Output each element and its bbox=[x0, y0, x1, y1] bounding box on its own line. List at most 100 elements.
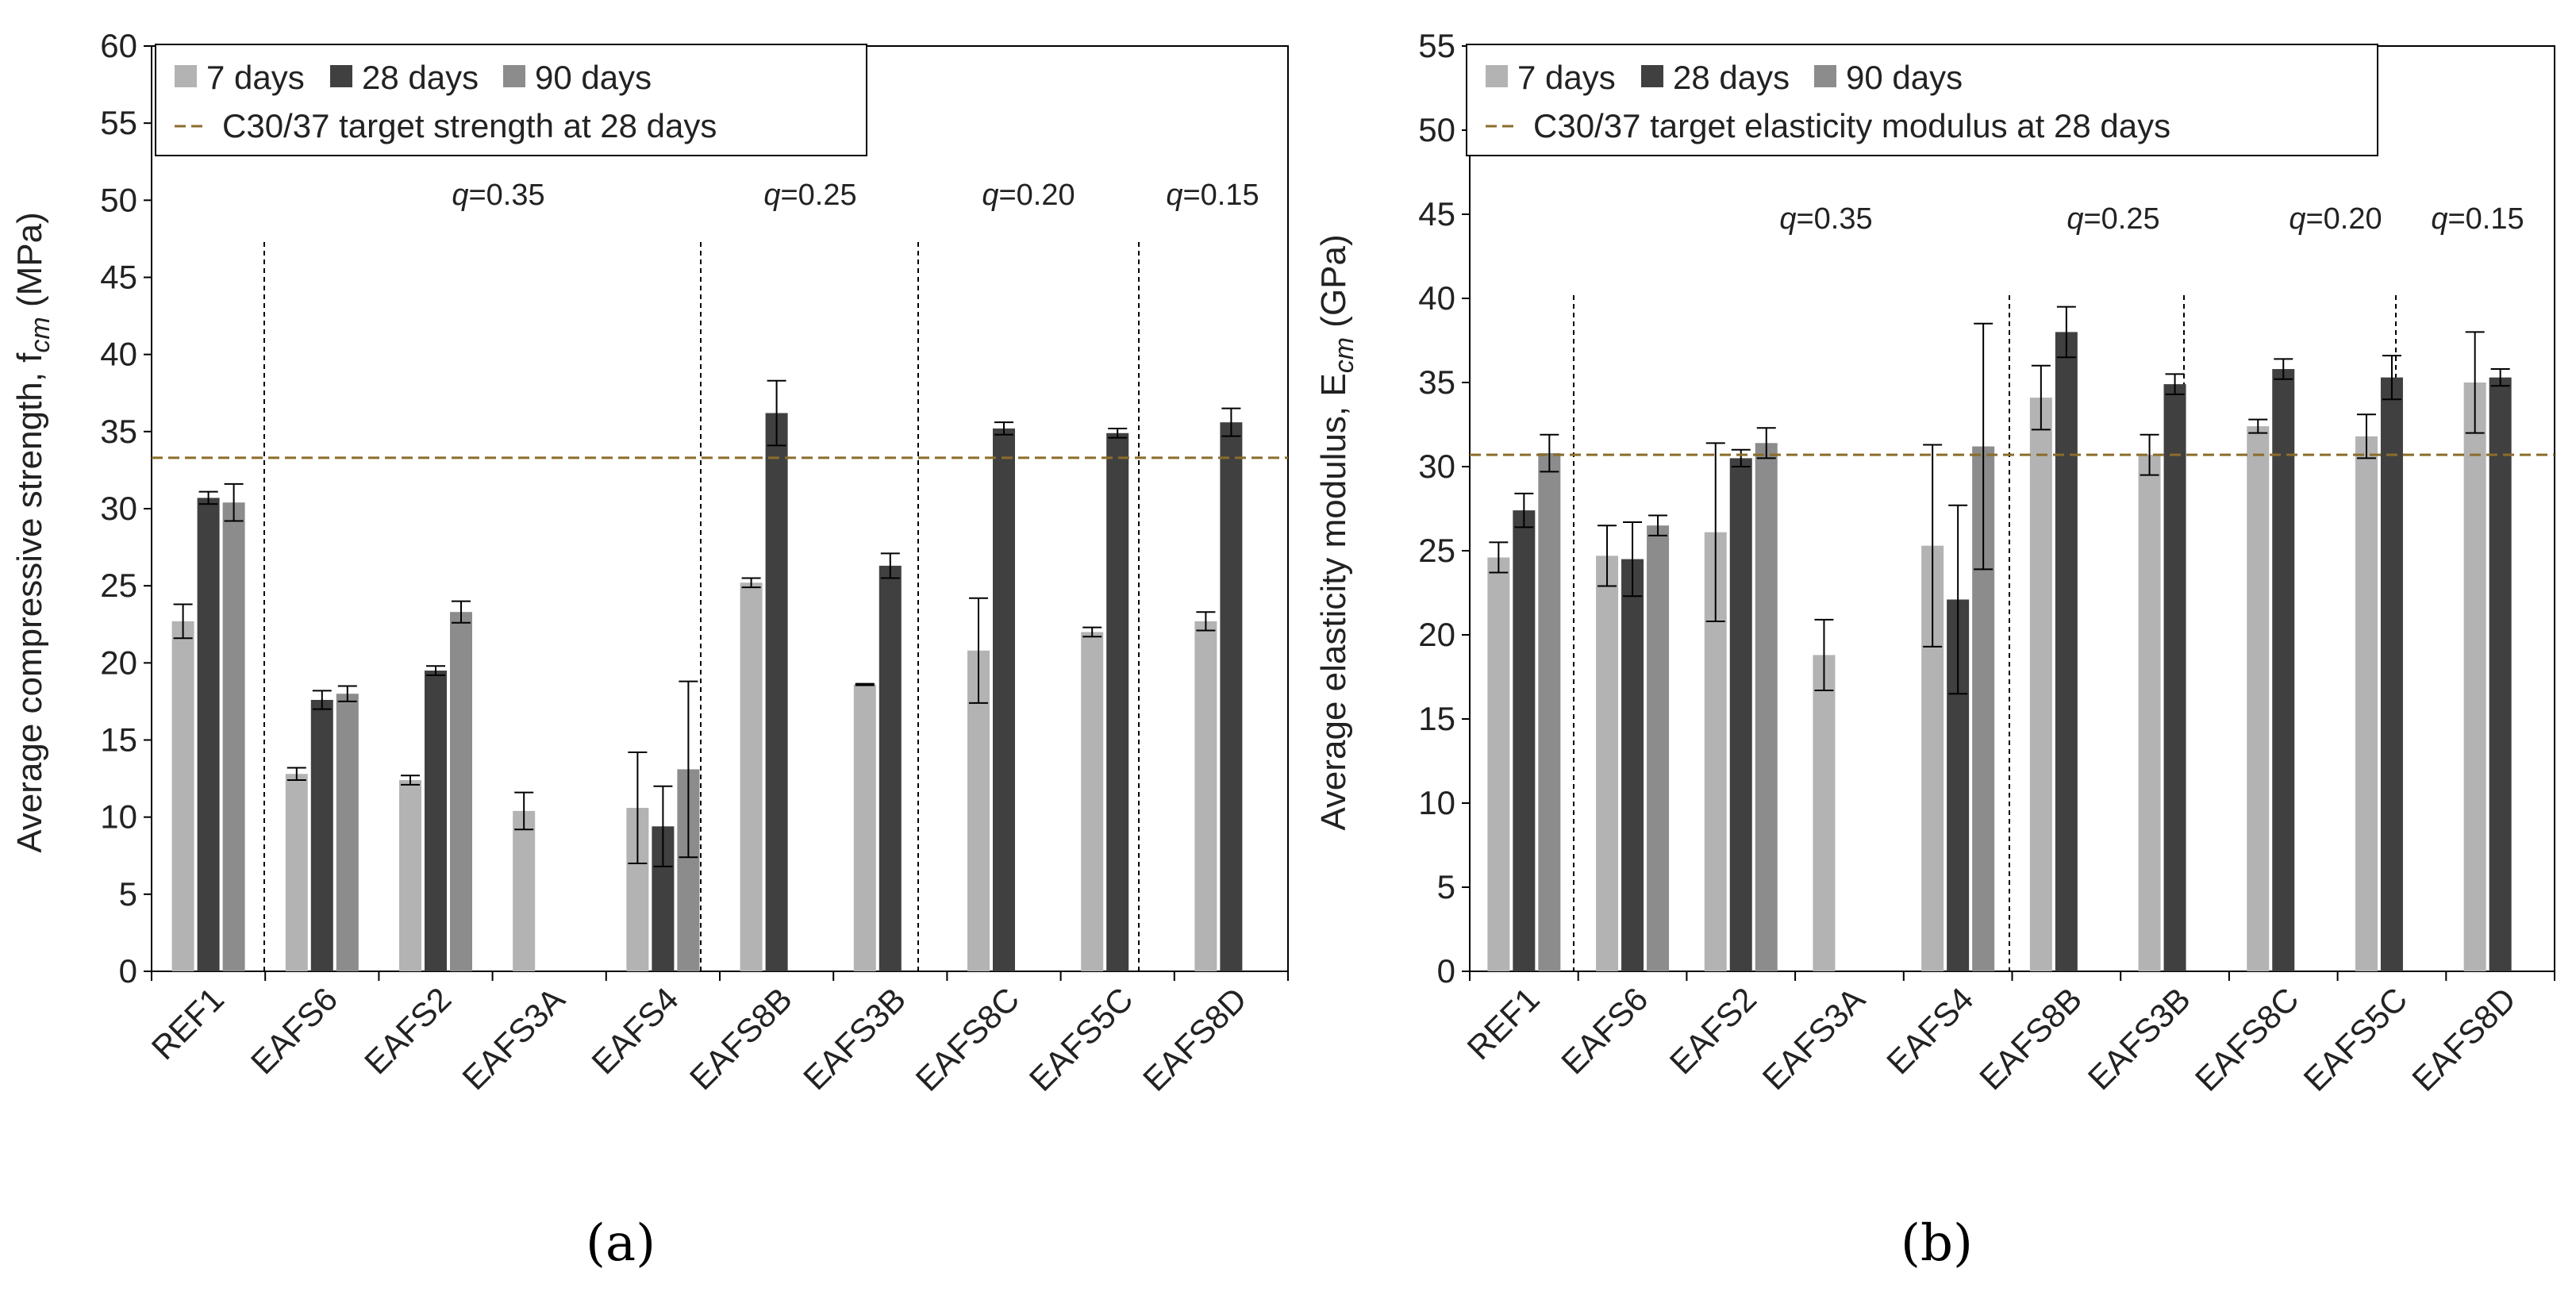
x-tick-label: EAFS3A bbox=[1755, 980, 1872, 1097]
bar bbox=[285, 774, 308, 971]
y-tick-label: 30 bbox=[100, 490, 137, 527]
bar bbox=[993, 428, 1015, 971]
legend-box bbox=[1466, 44, 2378, 156]
x-tick-label: EAFS2 bbox=[1663, 980, 1763, 1081]
y-tick-label: 25 bbox=[1418, 532, 1455, 569]
x-tick-label: EAFS3B bbox=[796, 980, 913, 1097]
y-tick-label: 10 bbox=[1418, 784, 1455, 821]
group-label: q=0.15 bbox=[1166, 179, 1259, 212]
y-tick-label: 20 bbox=[100, 644, 137, 681]
y-tick-label: 10 bbox=[100, 798, 137, 836]
bar bbox=[1220, 422, 1243, 971]
legend-entry: 90 days bbox=[1846, 59, 1963, 96]
bar bbox=[171, 621, 194, 971]
legend: 7 days 28 days 90 days C30/37 target elasti… bbox=[1466, 44, 2378, 156]
y-tick-label: 20 bbox=[1418, 616, 1455, 653]
bar bbox=[1081, 632, 1104, 971]
y-tick-label: 50 bbox=[100, 181, 137, 218]
bar bbox=[2029, 398, 2052, 972]
legend-swatch bbox=[503, 65, 525, 87]
bar bbox=[853, 684, 876, 971]
bar bbox=[1729, 458, 1752, 971]
bar bbox=[450, 612, 472, 971]
legend-swatch bbox=[330, 65, 352, 87]
group-label: q=0.20 bbox=[982, 179, 1075, 212]
y-tick-label: 5 bbox=[119, 875, 137, 913]
y-tick-label: 45 bbox=[1418, 195, 1455, 233]
legend-swatch bbox=[1486, 65, 1508, 87]
bar bbox=[879, 565, 902, 971]
y-axis-label: Average elasticity modulus, Ecm (GPa) bbox=[1314, 234, 1359, 830]
legend-entry: 28 days bbox=[362, 59, 479, 96]
bar bbox=[2247, 426, 2270, 971]
legend-target-label: C30/37 target strength at 28 days bbox=[222, 107, 717, 144]
y-tick-label: 0 bbox=[1437, 952, 1455, 990]
y-tick-label: 25 bbox=[100, 567, 137, 604]
legend-target-label: C30/37 target elasticity modulus at 28 d… bbox=[1533, 107, 2170, 144]
y-tick-label: 55 bbox=[1418, 27, 1455, 64]
bar bbox=[197, 498, 220, 971]
x-tick-label: EAFS5C bbox=[2297, 980, 2415, 1098]
panel-b-label: (b) bbox=[1901, 1214, 1973, 1273]
bar bbox=[222, 502, 245, 971]
bar bbox=[310, 699, 333, 971]
x-tick-label: EAFS8C bbox=[2188, 980, 2306, 1098]
y-tick-label: 0 bbox=[119, 952, 137, 990]
bar bbox=[1647, 525, 1670, 971]
y-tick-label: 35 bbox=[1418, 363, 1455, 401]
bar bbox=[336, 694, 359, 971]
x-tick-label: EAFS6 bbox=[244, 980, 344, 1081]
bar bbox=[1596, 555, 1619, 971]
y-tick-label: 5 bbox=[1437, 868, 1455, 905]
y-tick-label: 50 bbox=[1418, 111, 1455, 148]
y-tick-label: 40 bbox=[100, 336, 137, 373]
bar bbox=[765, 413, 788, 971]
bar bbox=[2163, 384, 2186, 971]
legend-entry: 7 days bbox=[1517, 59, 1616, 96]
x-tick-label: REF1 bbox=[1460, 980, 1547, 1067]
bar bbox=[1755, 443, 1778, 971]
y-tick-label: 30 bbox=[1418, 448, 1455, 485]
y-tick-label: 40 bbox=[1418, 279, 1455, 317]
group-label: q=0.25 bbox=[763, 179, 856, 212]
bar bbox=[513, 810, 536, 971]
bar bbox=[399, 780, 421, 971]
bar bbox=[2055, 332, 2078, 971]
bar bbox=[2138, 455, 2161, 971]
bar bbox=[1194, 621, 1217, 971]
legend-swatch bbox=[175, 65, 197, 87]
legend-entry: 7 days bbox=[206, 59, 305, 96]
group-label: q=0.35 bbox=[1779, 202, 1872, 236]
y-tick-label: 15 bbox=[100, 721, 137, 759]
bar bbox=[740, 582, 763, 971]
group-label: q=0.15 bbox=[2431, 202, 2524, 236]
bar bbox=[2380, 377, 2403, 971]
legend-box bbox=[155, 44, 867, 156]
bar bbox=[967, 650, 990, 971]
x-tick-label: EAFS6 bbox=[1554, 980, 1655, 1081]
bar bbox=[425, 671, 447, 971]
legend-entry: 28 days bbox=[1673, 59, 1790, 96]
bar bbox=[1513, 510, 1536, 971]
y-tick-label: 35 bbox=[100, 413, 137, 450]
y-tick-label: 60 bbox=[100, 27, 137, 64]
bar bbox=[2489, 377, 2512, 971]
x-tick-label: EAFS8B bbox=[682, 980, 799, 1097]
panel-a-label: (a) bbox=[586, 1214, 656, 1273]
x-tick-label: EAFS4 bbox=[584, 980, 685, 1081]
y-axis-label: Average compressive strength, fcm (MPa) bbox=[10, 212, 56, 853]
x-tick-label: EAFS8C bbox=[909, 980, 1027, 1098]
x-tick-label: EAFS5C bbox=[1022, 980, 1140, 1098]
x-tick-label: EAFS3A bbox=[455, 980, 571, 1097]
y-tick-label: 45 bbox=[100, 259, 137, 296]
legend-swatch bbox=[1814, 65, 1836, 87]
legend: 7 days 28 days 90 days C30/37 target streng… bbox=[155, 44, 867, 156]
x-tick-label: EAFS8B bbox=[1972, 980, 2089, 1097]
x-tick-label: EAFS8D bbox=[1136, 980, 1254, 1098]
x-tick-label: EAFS4 bbox=[1879, 980, 1980, 1081]
bar bbox=[1621, 559, 1644, 971]
x-tick-label: EAFS3B bbox=[2081, 980, 2197, 1097]
